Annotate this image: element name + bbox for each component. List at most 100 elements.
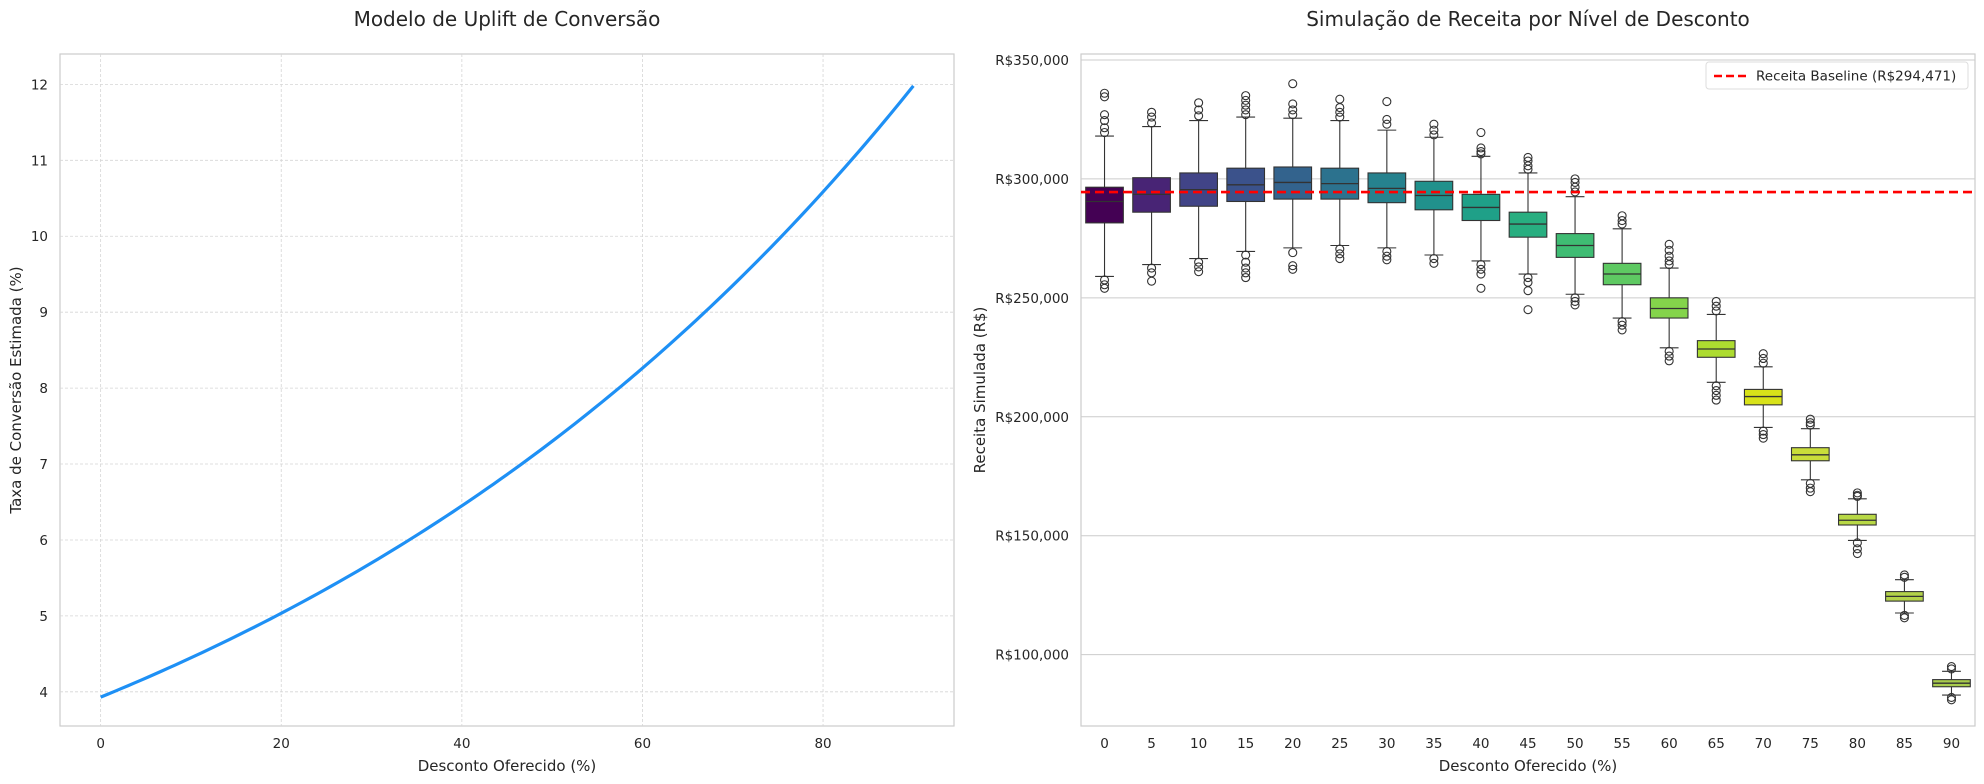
outlier-point: [1382, 255, 1392, 265]
outlier-point: [1241, 105, 1251, 115]
outlier-point: [1664, 245, 1674, 255]
outlier-point: [1241, 91, 1251, 101]
right-x-tick-label: 80: [1849, 736, 1866, 752]
left-y-tick-label: 9: [39, 305, 48, 321]
outlier-point: [1194, 111, 1204, 121]
outlier-point: [1241, 110, 1251, 120]
legend: Receita Baseline (R$294,471): [1705, 61, 1969, 90]
outlier-point: [1946, 661, 1957, 672]
outlier-point: [1711, 301, 1721, 311]
outlier-point: [1711, 381, 1721, 391]
right-y-tick-label: R$350,000: [995, 53, 1069, 69]
outlier-point: [1758, 353, 1768, 364]
outlier-point: [1476, 143, 1486, 153]
outlier-point: [1570, 296, 1580, 306]
outlier-point: [1523, 305, 1533, 315]
outlier-point: [1899, 613, 1909, 623]
box-plot-65: [1696, 296, 1736, 405]
left-x-tick-label: 80: [814, 736, 831, 752]
outlier-point: [1617, 320, 1627, 330]
left-y-tick-label: 7: [39, 457, 48, 473]
outlier-point: [1241, 95, 1251, 105]
box-plot-25: [1320, 94, 1360, 264]
right-x-tick-label: 65: [1708, 736, 1725, 752]
outlier-point: [1335, 107, 1345, 117]
box-plots: [1085, 79, 1971, 705]
outlier-point: [1711, 390, 1721, 400]
outlier-point: [1664, 239, 1674, 249]
right-x-tick-label: 20: [1284, 736, 1301, 752]
outlier-point: [1758, 358, 1768, 368]
outlier-point: [1241, 250, 1251, 260]
left-x-ticks: 0 20 40 60 80: [96, 736, 831, 752]
outlier-point: [1852, 548, 1862, 559]
outlier-point: [1711, 386, 1721, 396]
left-y-ticks: 4 5 6 7 8 9 10 11 12: [31, 77, 48, 700]
outlier-point: [1382, 97, 1392, 107]
box-plot-20: [1273, 79, 1313, 274]
outlier-point: [1711, 306, 1721, 316]
left-y-tick-label: 8: [39, 381, 48, 397]
box-plot-80: [1837, 488, 1877, 559]
outlier-point: [1147, 276, 1157, 286]
left-y-tick-label: 12: [31, 77, 48, 93]
revenue-simulation-chart: Simulação de Receita por Nível de Descon…: [971, 7, 1976, 775]
right-y-tick-label: R$200,000: [995, 410, 1069, 426]
left-x-tick-label: 40: [453, 736, 470, 752]
outlier-point: [1852, 488, 1862, 498]
right-x-tick-label: 35: [1425, 736, 1442, 752]
outlier-point: [1711, 296, 1721, 306]
box-plot-50: [1555, 174, 1595, 310]
outlier-point: [1758, 433, 1768, 443]
right-y-ticks: R$100,000 R$150,000 R$200,000 R$250,000 R$30…: [995, 53, 1069, 664]
outlier-point: [1099, 110, 1110, 120]
left-y-tick-label: 4: [39, 685, 48, 701]
legend-baseline-label: Receita Baseline (R$294,471): [1756, 69, 1956, 85]
right-y-tick-label: R$100,000: [995, 648, 1069, 664]
left-plot-area: [59, 53, 955, 727]
outlier-point: [1194, 257, 1204, 267]
right-x-tick-label: 70: [1755, 736, 1772, 752]
left-y-tick-label: 6: [39, 533, 48, 549]
outlier-point: [1429, 254, 1439, 264]
outlier-point: [1099, 283, 1110, 293]
box-plot-30: [1367, 97, 1407, 265]
outlier-point: [1805, 418, 1815, 428]
outlier-point: [1194, 105, 1204, 115]
outlier-point: [1664, 346, 1674, 356]
outlier-point: [1476, 269, 1486, 279]
box-plot-15: [1226, 91, 1266, 283]
outlier-point: [1711, 395, 1721, 405]
left-x-tick-label: 60: [634, 736, 651, 752]
outlier-point: [1099, 92, 1110, 102]
outlier-point: [1570, 293, 1580, 303]
outlier-point: [1664, 356, 1674, 366]
left-x-axis-label: Desconto Oferecido (%): [418, 757, 597, 775]
outlier-point: [1429, 125, 1439, 135]
outlier-point: [1147, 112, 1157, 122]
right-x-tick-label: 60: [1661, 736, 1678, 752]
outlier-point: [1805, 487, 1815, 497]
outlier-point: [1570, 300, 1580, 310]
outlier-point: [1852, 538, 1862, 548]
outlier-point: [1288, 105, 1298, 115]
outlier-point: [1335, 244, 1345, 254]
left-y-axis-label: Taxa de Conversão Estimada (%): [7, 266, 25, 514]
right-x-tick-label: 10: [1190, 736, 1207, 752]
left-chart-title: Modelo de Uplift de Conversão: [354, 7, 661, 31]
right-x-tick-label: 55: [1614, 736, 1631, 752]
outlier-point: [1288, 248, 1298, 258]
outlier-point: [1288, 79, 1298, 89]
box-plot-45: [1508, 152, 1548, 315]
box-plot-10: [1179, 98, 1219, 277]
outlier-point: [1335, 249, 1345, 259]
outlier-point: [1852, 491, 1862, 501]
outlier-point: [1194, 267, 1204, 277]
right-x-tick-label: 90: [1943, 736, 1960, 752]
outlier-point: [1617, 219, 1627, 229]
outlier-point: [1852, 544, 1862, 554]
box-plot-60: [1649, 239, 1689, 366]
outlier-point: [1335, 102, 1345, 113]
outlier-point: [1194, 98, 1204, 108]
outlier-point: [1570, 177, 1580, 188]
